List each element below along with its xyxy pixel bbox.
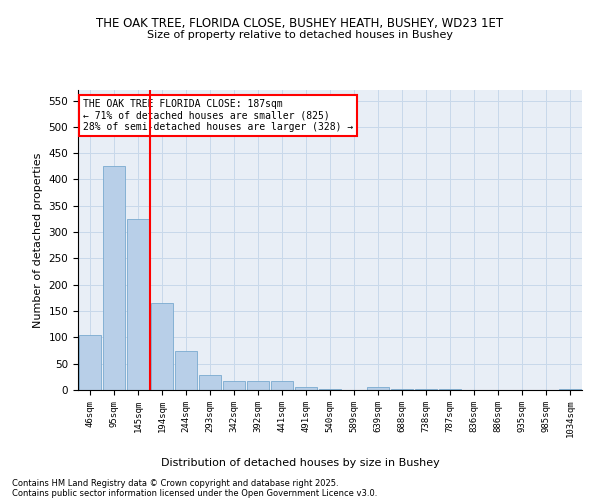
Bar	[223, 380, 245, 390]
Bar	[127, 219, 149, 390]
Bar	[367, 388, 389, 390]
Y-axis label: Number of detached properties: Number of detached properties	[33, 152, 43, 328]
Bar	[271, 380, 293, 390]
Text: Contains public sector information licensed under the Open Government Licence v3: Contains public sector information licen…	[12, 488, 377, 498]
Bar	[175, 350, 197, 390]
Bar	[295, 388, 317, 390]
Bar	[79, 334, 101, 390]
Text: Contains HM Land Registry data © Crown copyright and database right 2025.: Contains HM Land Registry data © Crown c…	[12, 478, 338, 488]
Bar	[319, 389, 341, 390]
Text: Distribution of detached houses by size in Bushey: Distribution of detached houses by size …	[161, 458, 439, 468]
Text: Size of property relative to detached houses in Bushey: Size of property relative to detached ho…	[147, 30, 453, 40]
Text: THE OAK TREE FLORIDA CLOSE: 187sqm
← 71% of detached houses are smaller (825)
28: THE OAK TREE FLORIDA CLOSE: 187sqm ← 71%…	[83, 99, 353, 132]
Bar	[103, 166, 125, 390]
Text: THE OAK TREE, FLORIDA CLOSE, BUSHEY HEATH, BUSHEY, WD23 1ET: THE OAK TREE, FLORIDA CLOSE, BUSHEY HEAT…	[97, 18, 503, 30]
Bar	[151, 303, 173, 390]
Bar	[247, 380, 269, 390]
Bar	[199, 376, 221, 390]
